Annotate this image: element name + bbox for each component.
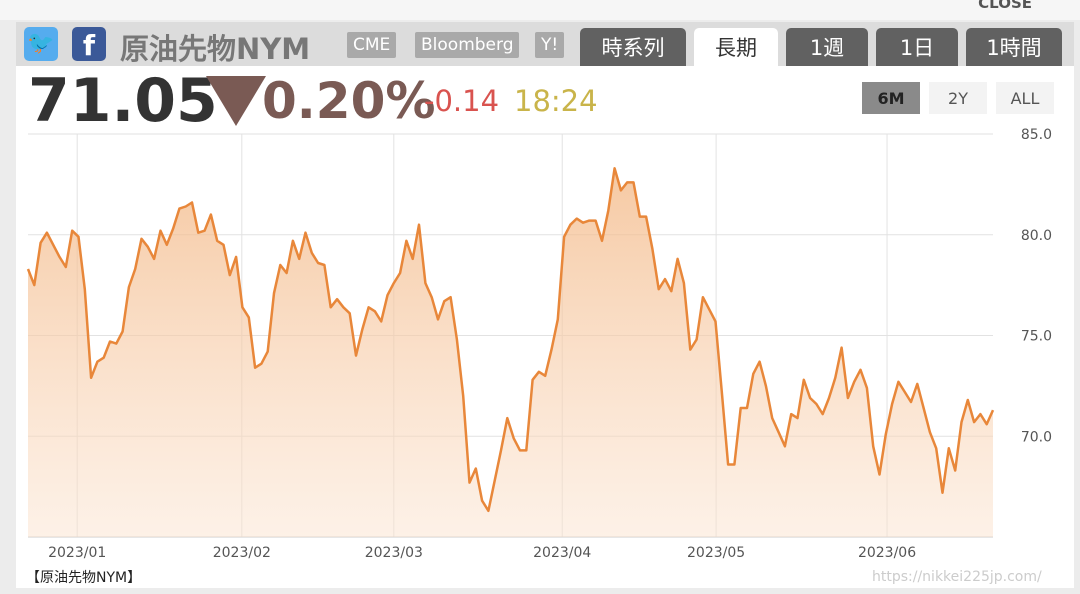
change-percent: 0.20% xyxy=(262,72,436,130)
time: 18:24 xyxy=(514,84,598,118)
tab[interactable]: 1日 xyxy=(876,28,958,66)
x-tick-label: 2023/02 xyxy=(213,545,271,561)
area xyxy=(28,168,993,538)
tab[interactable]: 1週 xyxy=(786,28,868,66)
tab-active[interactable]: 長期 xyxy=(694,28,778,66)
title: 原油先物NYM xyxy=(120,32,311,66)
down-triangle xyxy=(206,76,266,126)
range-button-active[interactable]: 6M xyxy=(862,82,920,114)
line xyxy=(26,167,995,513)
x-tick-label: 2023/06 xyxy=(858,545,916,561)
y-tick-label: 85.0 xyxy=(1021,127,1052,143)
x-tick-label: 2023/01 xyxy=(48,545,106,561)
caption: 【原油先物NYM】 xyxy=(26,570,142,586)
url: https://nikkei225jp.com/ xyxy=(872,569,1042,585)
price: 71.05 xyxy=(28,66,218,136)
source-button[interactable]: Y! xyxy=(535,32,565,58)
y-tick-label: 70.0 xyxy=(1021,429,1052,445)
tab[interactable]: 時系列 xyxy=(580,28,686,66)
range-button[interactable]: ALL xyxy=(996,82,1054,114)
facebook-icon[interactable]: f xyxy=(72,27,106,62)
range-button[interactable]: 2Y xyxy=(929,82,987,114)
x-tick-label: 2023/03 xyxy=(365,545,423,561)
y-tick-label: 80.0 xyxy=(1021,228,1052,244)
tab[interactable]: 1時間 xyxy=(966,28,1062,66)
x-tick-label: 2023/04 xyxy=(533,545,591,561)
change: -0.14 xyxy=(424,84,500,118)
top-bar xyxy=(0,0,1080,20)
twitter-icon[interactable]: 🐦 xyxy=(24,27,58,61)
source-button[interactable]: Bloomberg xyxy=(415,32,520,58)
source-button[interactable]: CME xyxy=(347,32,397,58)
x-tick-label: 2023/05 xyxy=(687,545,745,561)
close-button[interactable]: CLOSE xyxy=(978,0,1032,12)
y-tick-label: 75.0 xyxy=(1021,329,1052,345)
